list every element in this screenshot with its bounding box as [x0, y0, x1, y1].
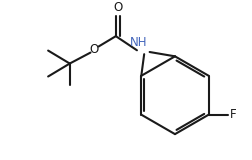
Text: F: F — [230, 108, 237, 121]
Text: NH: NH — [130, 36, 147, 48]
Text: O: O — [113, 1, 122, 14]
Text: O: O — [90, 43, 99, 56]
